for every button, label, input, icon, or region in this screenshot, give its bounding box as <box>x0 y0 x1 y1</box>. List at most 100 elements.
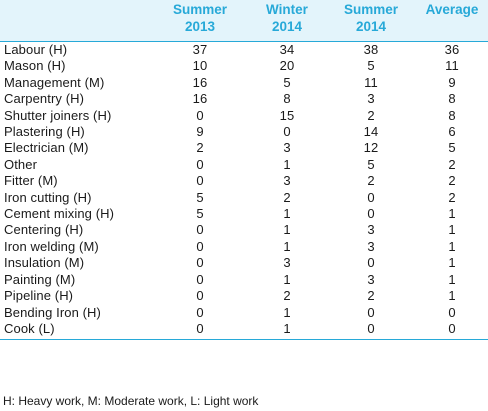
row-value: 2 <box>326 108 416 124</box>
row-value: 3 <box>248 140 326 156</box>
row-value: 36 <box>416 42 488 59</box>
row-label: Electrician (M) <box>0 140 152 156</box>
row-value: 1 <box>416 239 488 255</box>
row-value: 0 <box>326 190 416 206</box>
header-occupation <box>0 0 152 42</box>
header-summer-2014: Summer 2014 <box>326 0 416 42</box>
row-value: 0 <box>416 321 488 340</box>
row-value: 16 <box>152 91 248 107</box>
table-row: Other0152 <box>0 157 488 173</box>
row-value: 14 <box>326 124 416 140</box>
row-value: 1 <box>416 272 488 288</box>
row-value: 11 <box>326 75 416 91</box>
table-row: Carpentry (H)16838 <box>0 91 488 107</box>
table-row: Shutter joiners (H)01528 <box>0 108 488 124</box>
row-value: 3 <box>326 272 416 288</box>
occupation-table: Summer 2013 Winter 2014 Summer 2014 Aver… <box>0 0 488 340</box>
table-body: Labour (H)37343836Mason (H)1020511Manage… <box>0 42 488 340</box>
row-value: 2 <box>248 190 326 206</box>
header-winter-2014: Winter 2014 <box>248 0 326 42</box>
row-label: Other <box>0 157 152 173</box>
row-value: 0 <box>152 239 248 255</box>
header-average: Average <box>416 0 488 42</box>
row-label: Bending Iron (H) <box>0 305 152 321</box>
table-row: Insulation (M)0301 <box>0 255 488 271</box>
table-row: Labour (H)37343836 <box>0 42 488 59</box>
row-value: 2 <box>326 173 416 189</box>
row-value: 1 <box>416 206 488 222</box>
table-row: Centering (H)0131 <box>0 222 488 238</box>
row-value: 11 <box>416 58 488 74</box>
row-label: Mason (H) <box>0 58 152 74</box>
row-value: 37 <box>152 42 248 59</box>
row-value: 2 <box>416 157 488 173</box>
row-value: 3 <box>248 255 326 271</box>
row-value: 5 <box>326 58 416 74</box>
table-row: Cement mixing (H)5101 <box>0 206 488 222</box>
row-value: 0 <box>152 222 248 238</box>
row-value: 3 <box>326 239 416 255</box>
table-row: Pipeline (H)0221 <box>0 288 488 304</box>
table-row: Management (M)165119 <box>0 75 488 91</box>
row-label: Cook (L) <box>0 321 152 340</box>
row-value: 0 <box>152 157 248 173</box>
row-value: 0 <box>152 173 248 189</box>
row-value: 1 <box>248 305 326 321</box>
row-label: Pipeline (H) <box>0 288 152 304</box>
row-label: Management (M) <box>0 75 152 91</box>
row-label: Insulation (M) <box>0 255 152 271</box>
header-summer-2013: Summer 2013 <box>152 0 248 42</box>
row-value: 8 <box>248 91 326 107</box>
row-label: Labour (H) <box>0 42 152 59</box>
table-row: Electrician (M)23125 <box>0 140 488 156</box>
row-value: 1 <box>248 321 326 340</box>
row-value: 0 <box>248 124 326 140</box>
table-header-row: Summer 2013 Winter 2014 Summer 2014 Aver… <box>0 0 488 42</box>
row-value: 6 <box>416 124 488 140</box>
row-value: 10 <box>152 58 248 74</box>
row-label: Plastering (H) <box>0 124 152 140</box>
row-value: 1 <box>416 255 488 271</box>
row-value: 0 <box>326 206 416 222</box>
table-row: Fitter (M)0322 <box>0 173 488 189</box>
row-value: 15 <box>248 108 326 124</box>
row-label: Painting (M) <box>0 272 152 288</box>
row-value: 34 <box>248 42 326 59</box>
occupation-table-container: Summer 2013 Winter 2014 Summer 2014 Aver… <box>0 0 488 340</box>
table-row: Cook (L)0100 <box>0 321 488 340</box>
row-value: 2 <box>326 288 416 304</box>
table-row: Painting (M)0131 <box>0 272 488 288</box>
row-value: 1 <box>416 222 488 238</box>
table-row: Iron welding (M)0131 <box>0 239 488 255</box>
row-value: 9 <box>416 75 488 91</box>
row-value: 5 <box>248 75 326 91</box>
table-row: Mason (H)1020511 <box>0 58 488 74</box>
row-value: 0 <box>152 305 248 321</box>
row-label: Centering (H) <box>0 222 152 238</box>
row-label: Iron cutting (H) <box>0 190 152 206</box>
row-value: 2 <box>248 288 326 304</box>
row-value: 12 <box>326 140 416 156</box>
row-value: 0 <box>326 255 416 271</box>
row-value: 8 <box>416 108 488 124</box>
row-value: 5 <box>326 157 416 173</box>
row-value: 2 <box>416 173 488 189</box>
row-value: 0 <box>326 305 416 321</box>
row-label: Shutter joiners (H) <box>0 108 152 124</box>
row-value: 5 <box>152 206 248 222</box>
row-value: 38 <box>326 42 416 59</box>
row-value: 3 <box>326 222 416 238</box>
row-value: 1 <box>248 157 326 173</box>
row-value: 5 <box>152 190 248 206</box>
row-label: Iron welding (M) <box>0 239 152 255</box>
row-value: 3 <box>248 173 326 189</box>
row-value: 16 <box>152 75 248 91</box>
row-value: 2 <box>152 140 248 156</box>
row-value: 8 <box>416 91 488 107</box>
row-value: 0 <box>152 321 248 340</box>
row-value: 2 <box>416 190 488 206</box>
table-row: Bending Iron (H)0100 <box>0 305 488 321</box>
row-value: 3 <box>326 91 416 107</box>
row-value: 0 <box>152 288 248 304</box>
row-value: 1 <box>248 272 326 288</box>
